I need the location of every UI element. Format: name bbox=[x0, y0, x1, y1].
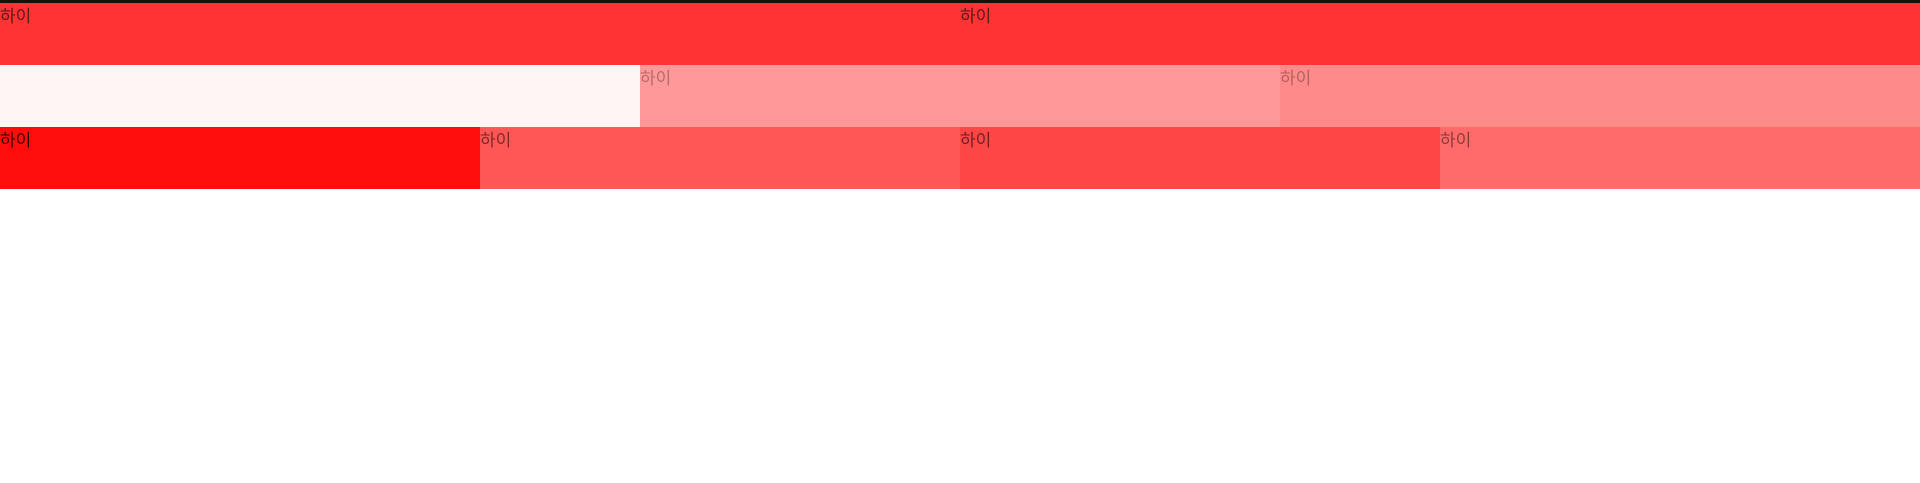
row-3: 하이 하이 하이 하이 bbox=[0, 127, 1920, 189]
row-2: 하이 하이 bbox=[0, 65, 1920, 127]
cell: 하이 bbox=[0, 3, 960, 65]
row-1: 하이 하이 bbox=[0, 3, 1920, 65]
cell: 하이 bbox=[1440, 127, 1920, 189]
cell: 하이 bbox=[640, 65, 1280, 127]
cell bbox=[0, 65, 640, 127]
cell: 하이 bbox=[480, 127, 960, 189]
color-grid: 하이 하이 하이 하이 하이 하이 하이 하이 bbox=[0, 3, 1920, 189]
cell: 하이 bbox=[1280, 65, 1920, 127]
cell: 하이 bbox=[960, 127, 1440, 189]
top-border bbox=[0, 0, 1920, 3]
cell: 하이 bbox=[960, 3, 1920, 65]
cell: 하이 bbox=[0, 127, 480, 189]
